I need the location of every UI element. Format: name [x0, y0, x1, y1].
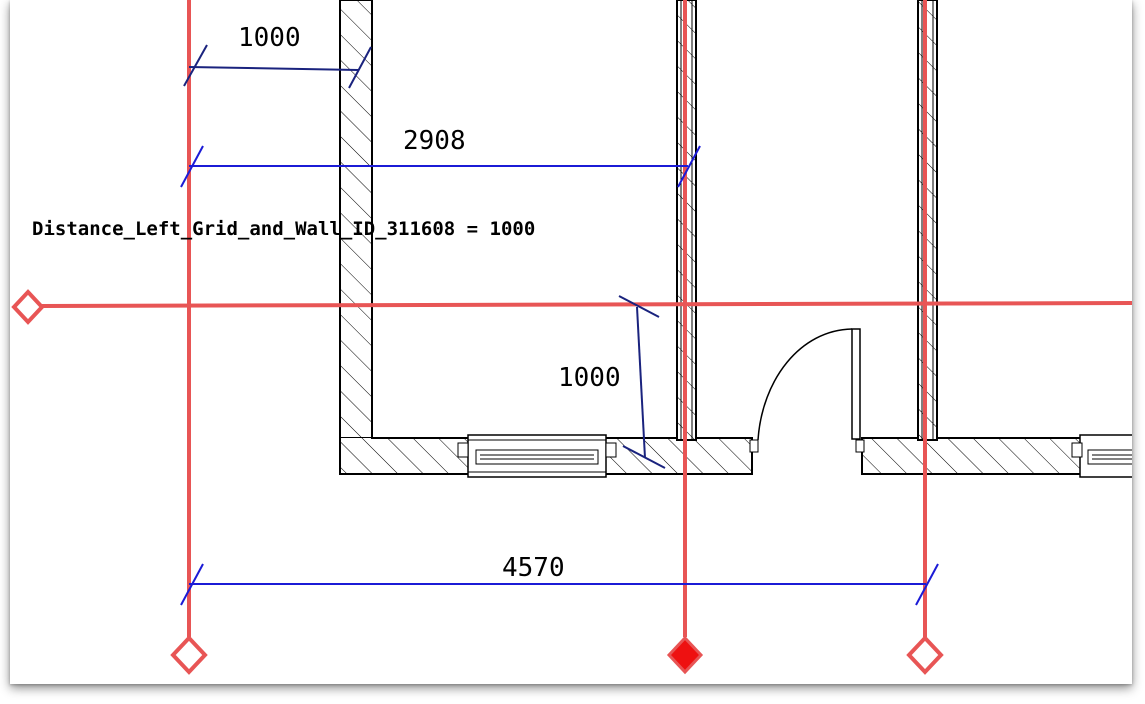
- door[interactable]: [749, 328, 865, 453]
- grid-heads: [11, 289, 944, 675]
- door-leaf[interactable]: [851, 328, 861, 440]
- dimension-1000-vertical[interactable]: [618, 295, 666, 469]
- dimension-text-1000-top[interactable]: 1000: [238, 23, 301, 53]
- grid-line-horizontal-1[interactable]: [41, 301, 1132, 308]
- floor-plan-view: 1000 2908 Distance_Left_Grid_and_Wall_ID…: [11, 0, 1132, 675]
- dimension-text-1000-vertical[interactable]: 1000: [558, 363, 621, 393]
- wall-interior-2[interactable]: [917, 0, 938, 441]
- door-swing-arc: [757, 328, 853, 441]
- dimension-text-4570[interactable]: 4570: [502, 553, 565, 583]
- window-right[interactable]: [1071, 434, 1132, 478]
- dimension-2908[interactable]: [180, 145, 701, 188]
- diamond-icon[interactable]: [906, 635, 944, 675]
- parameter-label[interactable]: Distance_Left_Grid_and_Wall_ID_311608 = …: [32, 218, 535, 240]
- dimension-text-2908[interactable]: 2908: [403, 126, 466, 156]
- filled-diamond-icon[interactable]: [666, 635, 704, 675]
- grid-lines: [41, 0, 1132, 637]
- window-left[interactable]: [457, 434, 617, 478]
- dimension-1000-top[interactable]: [183, 44, 372, 89]
- drawing-canvas[interactable]: 1000 2908 Distance_Left_Grid_and_Wall_ID…: [10, 0, 1132, 684]
- diamond-icon[interactable]: [11, 289, 45, 325]
- diamond-icon[interactable]: [170, 635, 208, 675]
- dimension-4570[interactable]: [180, 563, 939, 606]
